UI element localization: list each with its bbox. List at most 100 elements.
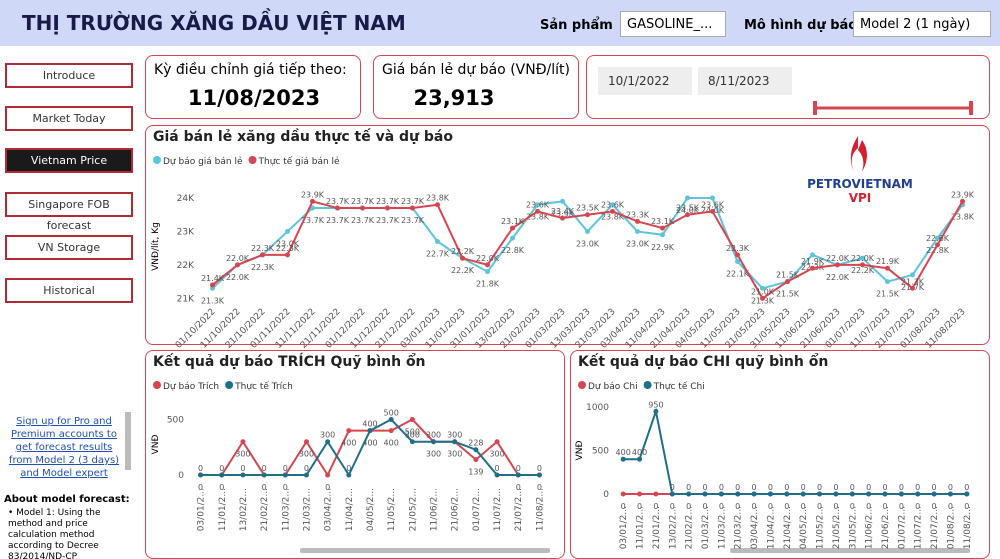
x-tick-label: 11/07/2... — [493, 488, 503, 531]
model-dropdown[interactable]: Model 2 (1 ngày) — [853, 11, 991, 37]
point — [473, 447, 479, 453]
x-tick-label: 21/04/2... — [783, 506, 793, 549]
data-label: 0 — [304, 464, 309, 473]
slider-handle[interactable] — [813, 101, 817, 115]
point — [435, 238, 440, 244]
point — [718, 491, 724, 497]
point — [882, 491, 888, 497]
card-value: 23,913 — [413, 86, 495, 110]
data-label: 400 — [362, 439, 377, 448]
point — [335, 205, 340, 211]
point — [669, 491, 675, 497]
data-label: 22.8K — [501, 246, 525, 255]
about-title: About model forecast: — [4, 494, 130, 505]
point — [260, 252, 265, 258]
x-tick-label: 11/01/2... — [636, 506, 646, 549]
point — [935, 242, 940, 248]
data-label: 23.6K — [601, 200, 625, 209]
data-label: 0 — [735, 483, 740, 492]
point — [360, 205, 365, 211]
data-label: 0 — [932, 502, 937, 511]
data-label: 22.6K — [926, 234, 950, 243]
nav-button[interactable]: Market Today — [5, 106, 133, 131]
point — [635, 218, 640, 224]
data-label: 0 — [964, 502, 969, 511]
data-label: 22.3K — [276, 244, 300, 253]
point — [810, 265, 815, 271]
nav-button[interactable]: Vietnam Price forecast — [5, 148, 133, 188]
product-dropdown[interactable]: GASOLINE_... — [620, 11, 726, 37]
data-label: 950 — [648, 400, 663, 409]
scrollbar — [125, 412, 131, 470]
data-label: 22.9K — [651, 243, 675, 252]
data-label: 23.7K — [376, 197, 400, 206]
point — [285, 228, 290, 234]
point — [303, 472, 309, 478]
point — [760, 295, 765, 301]
data-label: 23.7K — [326, 216, 350, 225]
point — [325, 472, 331, 478]
date-end[interactable]: 8/11/2023 — [698, 67, 792, 95]
y-tick-label: 1000 — [586, 403, 609, 413]
data-label: 21.5K — [776, 290, 800, 299]
signup-link[interactable]: Sign up for Pro and Premium accounts to … — [8, 416, 120, 479]
data-label: 0 — [833, 483, 838, 492]
data-label: 0 — [283, 464, 288, 473]
data-label: 23.5K — [676, 204, 700, 213]
data-label: 22.0K — [226, 273, 250, 282]
nav-button[interactable]: Singapore FOB forecast — [5, 192, 133, 232]
point — [431, 439, 437, 445]
x-tick-label: 11/06/2... — [430, 488, 440, 531]
data-label: 400 — [616, 448, 631, 457]
data-label: 0 — [283, 483, 288, 492]
point — [240, 472, 246, 478]
data-label: 0 — [850, 502, 855, 511]
date-start[interactable]: 10/1/2022 — [598, 67, 692, 95]
point — [367, 428, 373, 434]
data-label: 21.8K — [476, 280, 500, 289]
point — [660, 232, 665, 238]
x-tick-label: 11/07/2... — [914, 506, 924, 549]
slider-handle[interactable] — [969, 101, 973, 115]
data-label: 228 — [468, 439, 483, 448]
point — [910, 272, 915, 278]
point — [485, 262, 490, 268]
data-label: 139 — [468, 468, 483, 477]
data-label: 0 — [219, 464, 224, 473]
point — [947, 491, 953, 497]
point — [860, 255, 865, 261]
nav-button[interactable]: Introduce — [5, 63, 133, 88]
data-label: 300 — [426, 431, 441, 440]
x-tick-label: 21/05/2... — [408, 488, 418, 531]
point — [810, 252, 815, 258]
nav-button[interactable]: VN Storage — [5, 235, 133, 260]
data-label: 0 — [719, 483, 724, 492]
point — [452, 439, 458, 445]
data-label: 23.7K — [351, 197, 375, 206]
x-tick-label: 11/01/2... — [218, 488, 228, 531]
data-label: 500 — [384, 409, 399, 418]
data-label: 23.1K — [501, 217, 525, 226]
data-label: 23.8K — [601, 213, 625, 222]
data-label: 0 — [637, 502, 642, 511]
x-tick-label: 21/02/2... — [260, 488, 270, 531]
data-label: 22.0K — [476, 254, 500, 263]
point — [585, 212, 590, 218]
x-tick-label: 11/08/2... — [535, 488, 545, 531]
data-label: 0 — [817, 483, 822, 492]
series-line — [623, 407, 967, 495]
data-label: 300 — [235, 450, 250, 459]
point — [885, 265, 890, 271]
point — [510, 235, 515, 241]
data-label: 300 — [447, 450, 462, 459]
data-label: 23.4K — [551, 207, 575, 216]
point — [931, 491, 937, 497]
data-label: 0 — [621, 502, 626, 511]
point — [409, 439, 415, 445]
scrollbar — [730, 548, 970, 553]
data-label: 0 — [866, 502, 871, 511]
data-label: 22.0K — [826, 273, 850, 282]
nav-button[interactable]: Historical — [5, 278, 133, 303]
point — [494, 472, 500, 478]
point — [702, 491, 708, 497]
